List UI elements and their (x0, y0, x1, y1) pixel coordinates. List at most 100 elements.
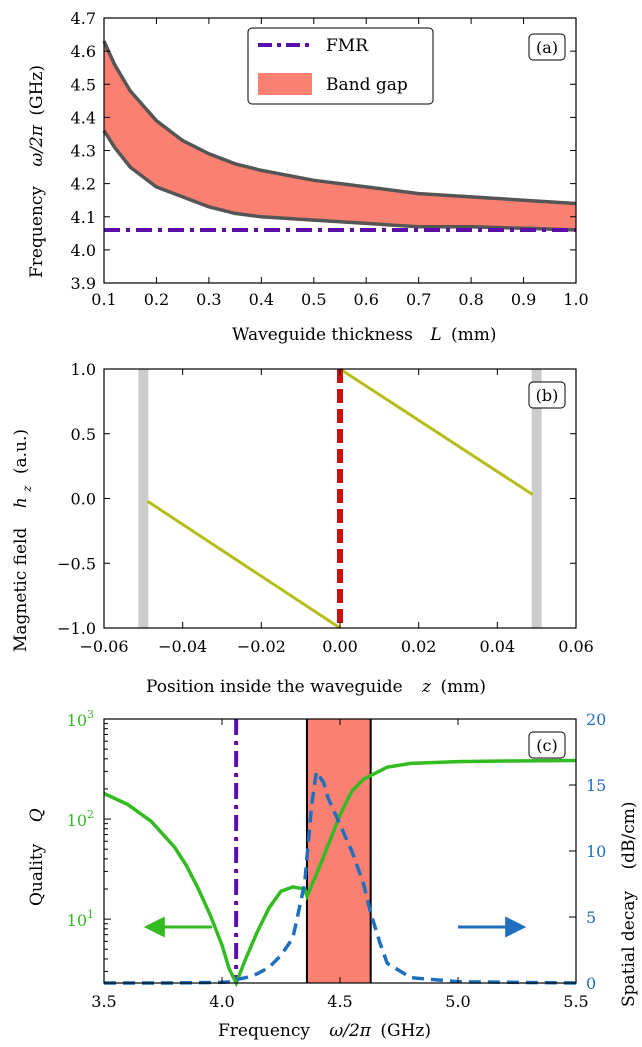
panel-a-xlabel: Waveguide thickness L (mm) (232, 325, 497, 345)
y-right-tick-label: 15 (586, 776, 606, 795)
panel-b-label: (b) (528, 381, 566, 409)
waveguide-wall (531, 369, 542, 628)
x-tick-label: −0.06 (79, 637, 128, 656)
panel-b-ylabel: Magnetic field h z (a.u.) (11, 429, 36, 652)
y-left-tick-label: 101 (67, 908, 94, 930)
panel-a-ylabel: Frequency ω/2π (GHz) (27, 65, 47, 278)
field-profile-line (146, 499, 341, 630)
panel-b: −0.06 −0.04 −0.02 0.00 0.02 0.04 0.06 −1.0 −0.5… (11, 360, 594, 697)
panel-c-ylabel-right: Spatial decay (dB/cm) (619, 801, 639, 1007)
x-tick-label: 4.0 (209, 992, 234, 1011)
y-tick-label: 4.1 (71, 208, 96, 227)
y-right-tick-label: 0 (586, 974, 596, 993)
y-tick-label: 4.4 (71, 108, 96, 127)
x-tick-label: 0.04 (480, 637, 516, 656)
panel-c-ylabel-right-unit: (dB/cm) (619, 801, 639, 869)
y-tick-label: 4.2 (71, 175, 96, 194)
tick-exp: 1 (87, 908, 94, 921)
x-tick-label: 0.00 (322, 637, 358, 656)
panel-b-label-text: (b) (536, 386, 559, 405)
y-tick-label: 4.0 (71, 241, 96, 260)
x-tick-label: 0.4 (249, 290, 274, 309)
panel-b-xlabel: Position inside the waveguide z (mm) (146, 677, 486, 697)
quality-curve (103, 758, 577, 988)
x-tick-label: 0.8 (458, 290, 483, 309)
panel-a-legend: FMR Band gap (247, 27, 434, 105)
y-tick-label: −1.0 (57, 619, 96, 638)
panel-c-label: (c) (528, 731, 566, 759)
panel-a-xlabel-unit: (mm) (451, 325, 497, 345)
x-tick-label: 0.9 (511, 290, 536, 309)
legend-band-swatch (258, 73, 312, 95)
panel-a-label: (a) (528, 33, 566, 61)
tick-exp: 2 (87, 808, 94, 821)
panel-a-ylabel-unit: (GHz) (27, 65, 47, 116)
x-tick-label: 0.1 (91, 290, 116, 309)
y-tick-label: 4.6 (71, 42, 96, 61)
x-tick-label: 3.5 (91, 992, 116, 1011)
panel-c-ylabel-left-text: Quality (27, 843, 47, 906)
y-tick-label: 3.9 (71, 274, 96, 293)
panel-a-plot-area (102, 40, 577, 232)
y-tick-label: 4.7 (71, 9, 96, 28)
y-left-tick-label: 102 (67, 808, 94, 830)
panel-a-x-ticks: 0.1 0.2 0.3 0.4 0.5 0.6 0.7 0.8 0.9 1.0 (91, 18, 589, 309)
band-gap-region (306, 719, 371, 983)
x-tick-label: 0.3 (196, 290, 221, 309)
panel-c-y-ticks-right: 0 5 10 15 20 (569, 710, 606, 993)
y-tick-label: −0.5 (57, 554, 96, 573)
panel-c-ylabel-left: Quality Q (27, 808, 47, 906)
y-tick-label: 0.5 (71, 425, 96, 444)
y-left-tick-label: 103 (67, 708, 94, 730)
band-lower-edge (102, 129, 577, 232)
panel-b-ylabel-sub: z (20, 485, 34, 493)
y-right-tick-label: 20 (586, 710, 606, 729)
x-tick-label: 0.2 (144, 290, 169, 309)
x-tick-label: −0.04 (158, 637, 207, 656)
panel-c-xlabel-sym: ω/2π (329, 1021, 371, 1041)
x-tick-label: −0.02 (237, 637, 286, 656)
y-tick-label: 4.3 (71, 142, 96, 161)
y-right-tick-label: 5 (586, 908, 596, 927)
panel-a-xlabel-sym: L (429, 325, 441, 345)
band-upper-edge (102, 40, 577, 206)
x-tick-label: 4.5 (327, 992, 352, 1011)
x-tick-label: 0.5 (301, 290, 326, 309)
y-tick-label: 0.0 (71, 490, 96, 509)
x-tick-label: 0.6 (353, 290, 378, 309)
x-tick-label: 1.0 (563, 290, 588, 309)
field-profile-line (339, 367, 534, 496)
panel-b-ylabel-sym: h (11, 497, 31, 508)
panel-b-xlabel-unit: (mm) (440, 677, 486, 697)
panel-a-ylabel-sym: ω/2π (27, 124, 47, 166)
panel-c-ylabel-right-text: Spatial decay (619, 890, 639, 1007)
x-tick-label: 5.0 (445, 992, 470, 1011)
panel-c-x-ticks: 3.5 4.0 4.5 5.0 5.5 (91, 719, 589, 1011)
tick-exp: 3 (87, 708, 94, 721)
tick-base: 10 (67, 911, 87, 930)
x-tick-label: 0.02 (401, 637, 437, 656)
legend-band-label: Band gap (326, 75, 408, 95)
panel-c-xlabel-text: Frequency (218, 1021, 310, 1041)
panel-c-ylabel-left-sym: Q (27, 808, 47, 822)
spatial-decay-curve (104, 767, 577, 985)
x-tick-label: 5.5 (563, 992, 588, 1011)
panel-b-xlabel-sym: z (421, 677, 432, 697)
panel-b-x-ticks: −0.06 −0.04 −0.02 0.00 0.02 0.04 0.06 (79, 369, 594, 656)
panel-b-plot-area (138, 367, 542, 630)
panel-a-y-ticks: 3.9 4.0 4.1 4.2 4.3 4.4 4.5 4.6 4.7 (71, 9, 576, 293)
tick-base: 10 (67, 711, 87, 730)
panel-c-plot-area (103, 719, 577, 988)
legend-fmr-label: FMR (326, 36, 369, 56)
x-tick-label: 0.06 (558, 637, 594, 656)
panel-b-ylabel-text: Magnetic field (11, 528, 31, 652)
panel-b-xlabel-text: Position inside the waveguide (146, 677, 403, 697)
waveguide-wall (138, 369, 149, 628)
panel-b-ylabel-unit: (a.u.) (11, 429, 31, 474)
tick-base: 10 (67, 811, 87, 830)
panel-a-ylabel-text: Frequency (27, 186, 47, 278)
x-tick-label: 0.7 (406, 290, 431, 309)
